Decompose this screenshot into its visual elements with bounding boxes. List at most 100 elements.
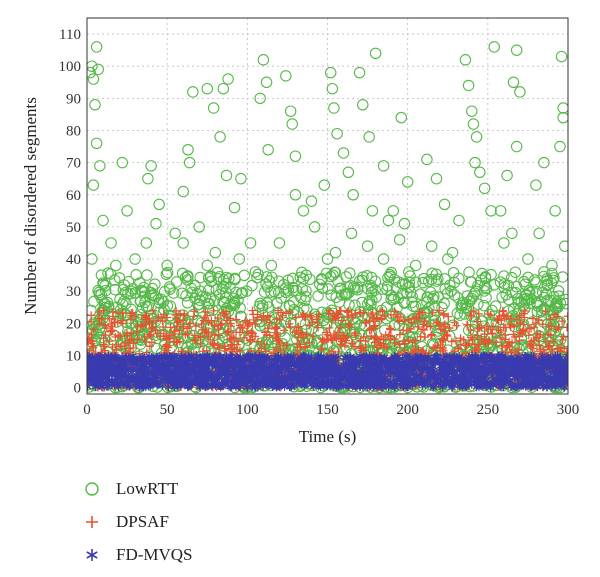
lowrtt-point [125,287,137,300]
lowrtt-point [142,300,154,313]
lowrtt-point [229,272,241,285]
lowrtt-point [313,324,325,337]
lowrtt-point [453,214,465,227]
lowrtt-point [430,275,443,287]
lowrtt-point [177,237,189,249]
lowrtt-point [228,201,241,214]
lowrtt-point [150,217,162,230]
lowrtt-point [122,287,134,300]
lowrtt-point [505,271,518,284]
lowrtt-point [441,287,454,299]
lowrtt-point [287,296,300,308]
lowrtt-point [466,105,478,117]
lowrtt-point [142,172,154,185]
lowrtt-point [321,253,334,265]
lowrtt-point [304,273,316,286]
lowrtt-point [289,189,302,201]
lowrtt-point [363,295,376,307]
lowrtt-point [262,144,274,156]
lowrtt-point [110,259,122,272]
lowrtt-point [204,271,217,283]
lowrtt-point [393,233,406,246]
lowrtt-point [478,182,491,195]
lowrtt-point [326,82,339,95]
lowrtt-point [160,268,173,281]
lowrtt-point [348,328,360,341]
lowrtt-point [328,102,340,114]
lowrtt-point [514,86,526,98]
lowrtt-point [208,295,221,307]
lowrtt-point [331,127,343,140]
lowrtt-point [363,131,375,143]
lowrtt-point [387,205,399,217]
lowrtt-point [136,302,149,314]
lowrtt-point [155,293,167,306]
lowrtt-point [205,292,217,304]
lowrtt-point [235,310,247,322]
dpsaf-point [413,322,422,331]
lowrtt-point [485,268,497,281]
lowrtt-point [357,271,369,283]
lowrtt-point [395,111,408,124]
lowrtt-point [138,286,151,298]
lowrtt-point [525,293,538,305]
dpsaf-point [232,315,241,324]
lowrtt-point [87,60,98,72]
lowrtt-point [116,156,129,169]
lowrtt-point [409,259,422,272]
lowrtt-point [300,290,312,303]
lowrtt-point [87,253,98,265]
lowrtt-point [207,102,220,114]
lowrtt-point [316,282,329,294]
lowrtt-point [254,92,266,105]
lowrtt-point [286,272,299,285]
lowrtt-point [494,276,507,288]
lowrtt-point [533,227,545,240]
lowrtt-point [254,319,266,332]
lowrtt-point [438,198,451,211]
lowrtt-point [357,99,369,111]
lowrtt-point [381,283,393,296]
lowrtt-point [271,297,283,309]
lowrtt-point [377,160,390,172]
lowrtt-point [559,240,568,252]
lowrtt-point [488,41,500,53]
lowrtt-point [118,295,130,308]
lowrtt-point [284,105,297,117]
lowrtt-point [273,237,286,249]
lowrtt-point [536,286,549,298]
lowrtt-point [93,286,106,299]
lowrtt-point [463,266,475,279]
lowrtt-point [468,287,481,299]
lowrtt-point [182,270,194,282]
lowrtt-point [470,285,482,298]
lowrtt-point [240,285,253,297]
lowrtt-point [347,281,360,293]
lowrtt-point [183,156,196,169]
lowrtt-point [129,287,142,299]
lowrtt-point [474,166,486,179]
lowrtt-point [297,205,310,217]
lowrtt-point [498,237,510,249]
lowrtt-point [421,296,433,308]
lowrtt-point [169,227,181,240]
lowrtt-point [90,137,103,150]
lowrtt-point [96,293,108,306]
lowrtt-point [249,266,262,278]
lowrtt-point [222,73,234,85]
lowrtt-point [546,259,558,272]
lowrtt-point [535,309,548,322]
lowrtt-point [427,292,439,305]
lowrtt-point [424,286,437,298]
lowrtt-point [201,259,214,272]
lowrtt-point [129,253,141,265]
lowrtt-point [197,335,209,347]
lowrtt-point [479,280,491,292]
lowrtt-point [290,284,303,297]
dpsaf-point [180,309,189,318]
lowrtt-point [280,70,292,82]
lowrtt-point [130,269,142,281]
lowrtt-point [510,140,523,153]
lowrtt-point [385,293,397,306]
lowrtt-point [469,156,481,169]
